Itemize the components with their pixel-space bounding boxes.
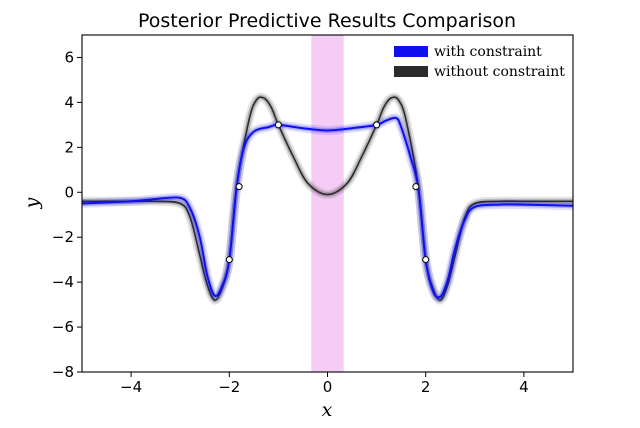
legend-label-without-constraint: without constraint	[434, 64, 565, 80]
observation-point	[422, 256, 430, 264]
x-tick-label: 0	[323, 378, 333, 396]
x-tick-label: −4	[120, 378, 142, 396]
x-tick-label: 2	[421, 378, 431, 396]
y-tick-label: −6	[52, 318, 74, 336]
observation-point	[235, 183, 243, 191]
chart-title: Posterior Predictive Results Comparison	[138, 10, 516, 32]
legend-swatch-without-constraint	[394, 66, 428, 77]
constraint-region	[311, 35, 344, 372]
y-tick-label: −2	[52, 228, 74, 246]
x-tick-label: 4	[519, 378, 529, 396]
y-axis-label: y	[21, 197, 43, 209]
series-line-with-constraint	[82, 116, 573, 299]
y-tick-label: −8	[52, 363, 74, 381]
y-tick-label: −4	[52, 273, 74, 291]
series-line-without-constraint	[82, 96, 573, 301]
x-axis-label: x	[322, 399, 333, 421]
observation-point	[373, 121, 381, 129]
observation-point	[225, 256, 233, 264]
legend: with constraint without constraint	[394, 44, 565, 80]
y-tick-label: 2	[64, 138, 74, 156]
x-tick-label: −2	[218, 378, 240, 396]
y-tick-label: 6	[64, 48, 74, 66]
y-tick-label: 0	[64, 183, 74, 201]
y-tick-label: 4	[64, 93, 74, 111]
observation-point	[274, 121, 282, 129]
observation-point	[412, 183, 420, 191]
legend-swatch-with-constraint	[394, 46, 428, 57]
legend-label-with-constraint: with constraint	[434, 44, 542, 60]
